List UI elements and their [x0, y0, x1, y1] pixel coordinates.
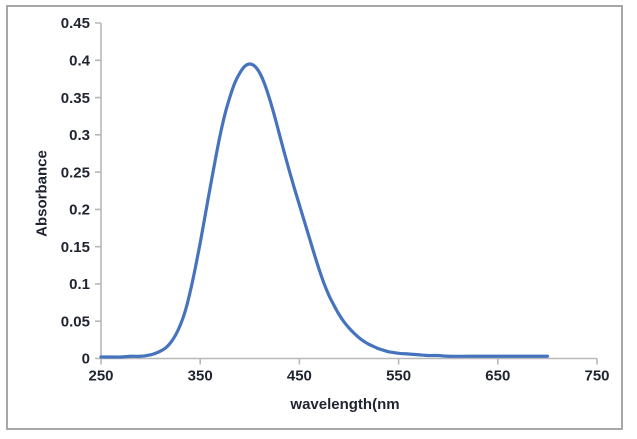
- y-tick-label: 0.4: [69, 52, 91, 69]
- y-tick-label: 0: [82, 351, 90, 368]
- x-axis-title: wavelength(nm: [290, 396, 400, 413]
- y-tick-label: 0.35: [61, 90, 90, 107]
- x-tick-label: 650: [485, 368, 510, 385]
- y-tick-label: 0.1: [69, 276, 90, 293]
- x-tick-label: 750: [584, 368, 609, 385]
- y-tick-label: 0.05: [61, 313, 90, 330]
- y-tick-label: 0.2: [69, 202, 90, 219]
- x-tick-label: 250: [88, 368, 113, 385]
- x-tick-label: 350: [188, 368, 213, 385]
- x-tick-label: 450: [287, 368, 312, 385]
- axes-lines: [100, 23, 597, 360]
- y-tick-label: 0.3: [69, 127, 90, 144]
- y-tick-label: 0.25: [61, 164, 90, 181]
- series-absorbance-spectrum-line: [99, 62, 549, 359]
- y-tick-label: 0.45: [61, 15, 90, 32]
- x-tick-label: 550: [386, 368, 411, 385]
- y-axis-title: Absorbance: [33, 150, 51, 237]
- tick-marks: [95, 22, 598, 365]
- y-tick-label: 0.15: [61, 239, 90, 256]
